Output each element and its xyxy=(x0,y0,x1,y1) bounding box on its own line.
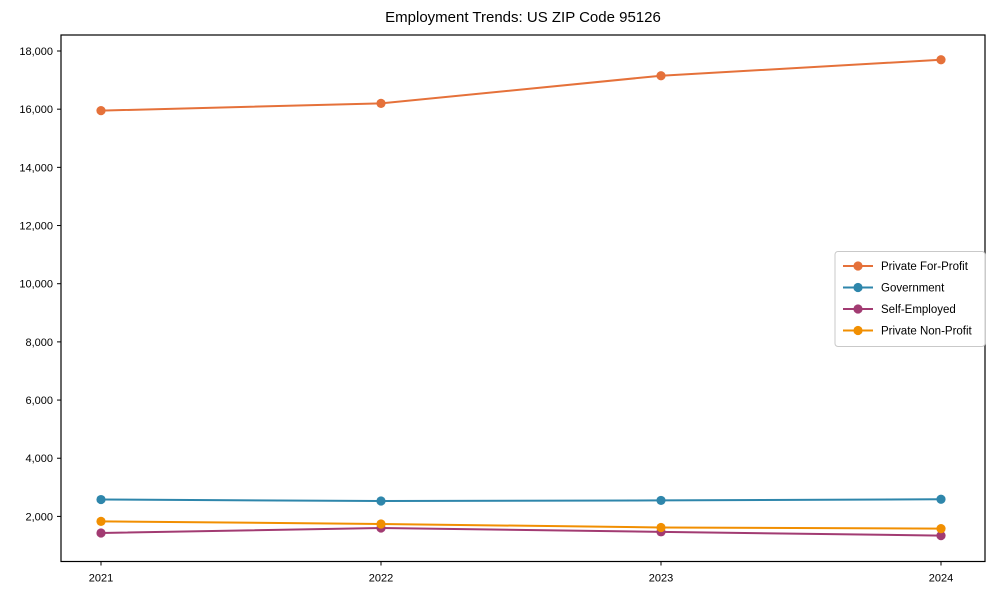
legend-marker-self-employed xyxy=(853,304,863,314)
x-axis-tick-label: 2021 xyxy=(89,573,113,585)
series-line-private-for-profit xyxy=(100,58,942,112)
legend-marker-private-non-profit xyxy=(853,325,863,336)
legend-label-private-non-profit: Private Non-Profit xyxy=(881,326,973,338)
legend-marker-government xyxy=(853,282,863,293)
y-axis-tick-label: 2,000 xyxy=(25,511,53,523)
series-marker-government xyxy=(376,496,386,506)
y-axis-tick-label: 6,000 xyxy=(25,395,53,407)
series-marker-private-non-profit xyxy=(936,524,946,534)
series-marker-private-for-profit xyxy=(936,55,946,65)
chart-title: Employment Trends: US ZIP Code 95126 xyxy=(385,9,661,26)
series-marker-government xyxy=(656,495,666,506)
y-axis-tick-label: 4,000 xyxy=(25,453,53,465)
y-axis-tick-label: 18,000 xyxy=(19,46,53,58)
series-line-self-employed xyxy=(100,527,942,537)
x-axis-tick-label: 2022 xyxy=(369,573,393,585)
y-axis-tick-label: 14,000 xyxy=(19,162,53,174)
series-marker-private-non-profit xyxy=(96,516,106,526)
series-marker-private-for-profit xyxy=(376,98,386,108)
legend-label-private-for-profit: Private For-Profit xyxy=(881,261,969,273)
series-marker-government xyxy=(96,494,106,505)
series-marker-private-non-profit xyxy=(656,522,666,533)
y-axis-tick-label: 10,000 xyxy=(19,279,53,291)
y-axis-tick-label: 12,000 xyxy=(19,221,53,233)
x-axis-tick-label: 2024 xyxy=(929,573,953,585)
plot-area: 2,000 4,000 6,000 8,000 10,000 12,000 14,000 16… xyxy=(19,34,986,585)
x-axis-tick-label: 2023 xyxy=(649,573,673,585)
series-marker-self-employed xyxy=(936,531,946,541)
legend-box xyxy=(834,251,986,347)
legend-label-self-employed: Self-Employed xyxy=(881,304,956,316)
series-marker-private-for-profit xyxy=(96,106,106,116)
series-marker-private-non-profit xyxy=(376,519,386,529)
legend-marker-private-for-profit xyxy=(853,261,863,271)
series-marker-government xyxy=(936,494,946,504)
series-line-government xyxy=(100,498,942,502)
series-line-private-non-profit xyxy=(100,520,942,530)
series-marker-private-for-profit xyxy=(656,71,666,81)
legend-label-government: Government xyxy=(881,283,945,295)
series-marker-self-employed xyxy=(96,528,106,538)
y-axis-tick-label: 8,000 xyxy=(25,337,53,349)
y-axis-tick-label: 16,000 xyxy=(19,104,53,116)
